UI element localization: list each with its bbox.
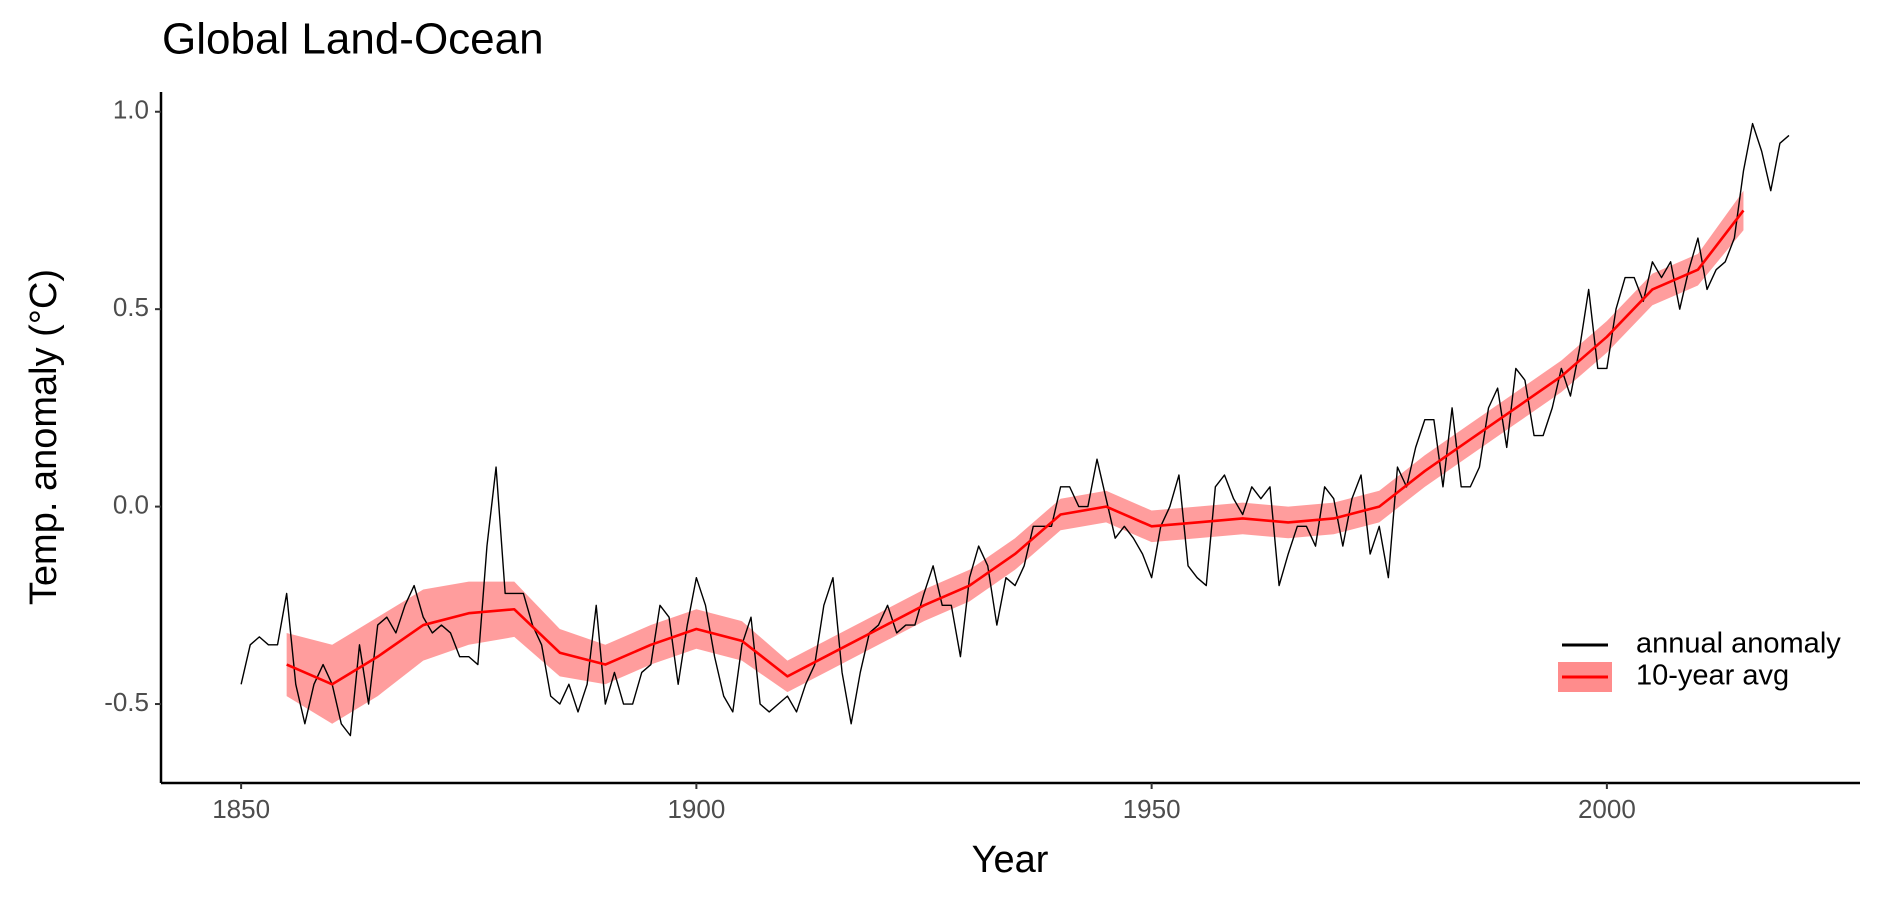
chart-title: Global Land-Ocean (162, 15, 544, 64)
x-tick-label: 2000 (1578, 794, 1636, 824)
y-tick-label: 0.5 (113, 292, 149, 322)
x-tick-label: 1900 (667, 794, 725, 824)
y-tick-label: -0.5 (104, 687, 149, 717)
series-line (286, 209, 1745, 686)
series-line (240, 122, 1790, 737)
y-tick-label: 1.0 (113, 95, 149, 125)
y-tick-label: 0.0 (113, 489, 149, 519)
x-tick-label: 1850 (212, 794, 270, 824)
y-axis-label: Temp. anomaly (°C) (23, 269, 65, 605)
legend-label: 10-year avg (1636, 660, 1789, 692)
x-tick-label: 1950 (1123, 794, 1181, 824)
confidence-band (286, 190, 1744, 724)
x-axis-label: Year (972, 839, 1049, 881)
legend-label: annual anomaly (1636, 628, 1841, 660)
